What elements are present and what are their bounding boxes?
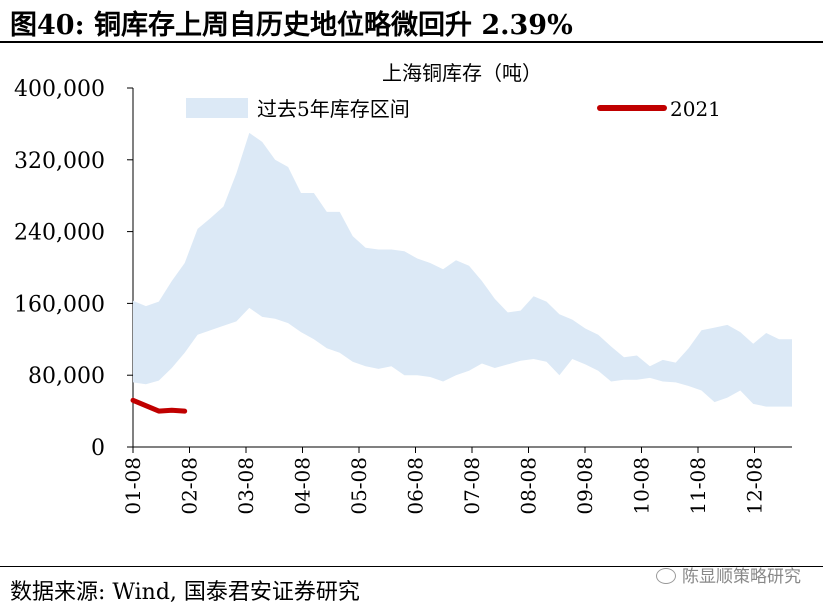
bottom-rule bbox=[0, 566, 823, 567]
y-tick-label: 0 bbox=[91, 436, 105, 461]
x-tick-label: 08-08 bbox=[517, 457, 541, 515]
x-tick-label: 12-08 bbox=[743, 457, 767, 515]
wechat-icon bbox=[656, 568, 676, 584]
watermark: 陈显顺策略研究 bbox=[656, 562, 801, 587]
legend-label-5yr-range: 过去5年库存区间 bbox=[257, 97, 410, 121]
x-tick-label: 03-08 bbox=[234, 457, 258, 515]
top-rule bbox=[0, 41, 823, 43]
line-2021 bbox=[130, 397, 188, 414]
x-axis: 01-08 02-08 03-08 04-08 05-08 06-08 07-08 08-08… bbox=[121, 446, 792, 515]
plot-area bbox=[130, 132, 792, 414]
source-note: 数据来源: Wind, 国泰君安证券研究 bbox=[10, 580, 360, 605]
band-5yr-range bbox=[133, 132, 792, 407]
y-tick-label: 400,000 bbox=[14, 77, 105, 102]
watermark-text: 陈显顺策略研究 bbox=[682, 567, 801, 587]
y-axis: 0 80,000 160,000 240,000 320,000 400,000 bbox=[14, 77, 134, 461]
chart-title: 上海铜库存（吨） bbox=[382, 61, 542, 85]
y-tick-label: 320,000 bbox=[14, 149, 105, 174]
x-tick-label: 07-08 bbox=[460, 457, 484, 515]
x-tick-label: 06-08 bbox=[404, 457, 428, 515]
x-tick-label: 09-08 bbox=[573, 457, 597, 515]
y-tick-label: 80,000 bbox=[28, 364, 105, 389]
legend-swatch-5yr-range bbox=[186, 98, 248, 118]
y-tick-label: 240,000 bbox=[14, 221, 105, 246]
legend-label-2021: 2021 bbox=[670, 97, 721, 121]
y-tick-label: 160,000 bbox=[14, 292, 105, 317]
x-tick-label: 10-08 bbox=[630, 457, 654, 515]
x-tick-label: 11-08 bbox=[686, 457, 710, 515]
x-tick-label: 05-08 bbox=[347, 457, 371, 515]
x-tick-label: 01-08 bbox=[121, 457, 145, 515]
x-tick-label: 04-08 bbox=[291, 457, 315, 515]
chart-canvas: 0 80,000 160,000 240,000 320,000 400,000 01-0… bbox=[14, 61, 792, 515]
figure-title: 图40: 铜库存上周自历史地位略微回升 2.39% bbox=[10, 10, 573, 41]
legend: 过去5年库存区间 2021 bbox=[186, 97, 721, 121]
x-tick-label: 02-08 bbox=[178, 457, 202, 515]
